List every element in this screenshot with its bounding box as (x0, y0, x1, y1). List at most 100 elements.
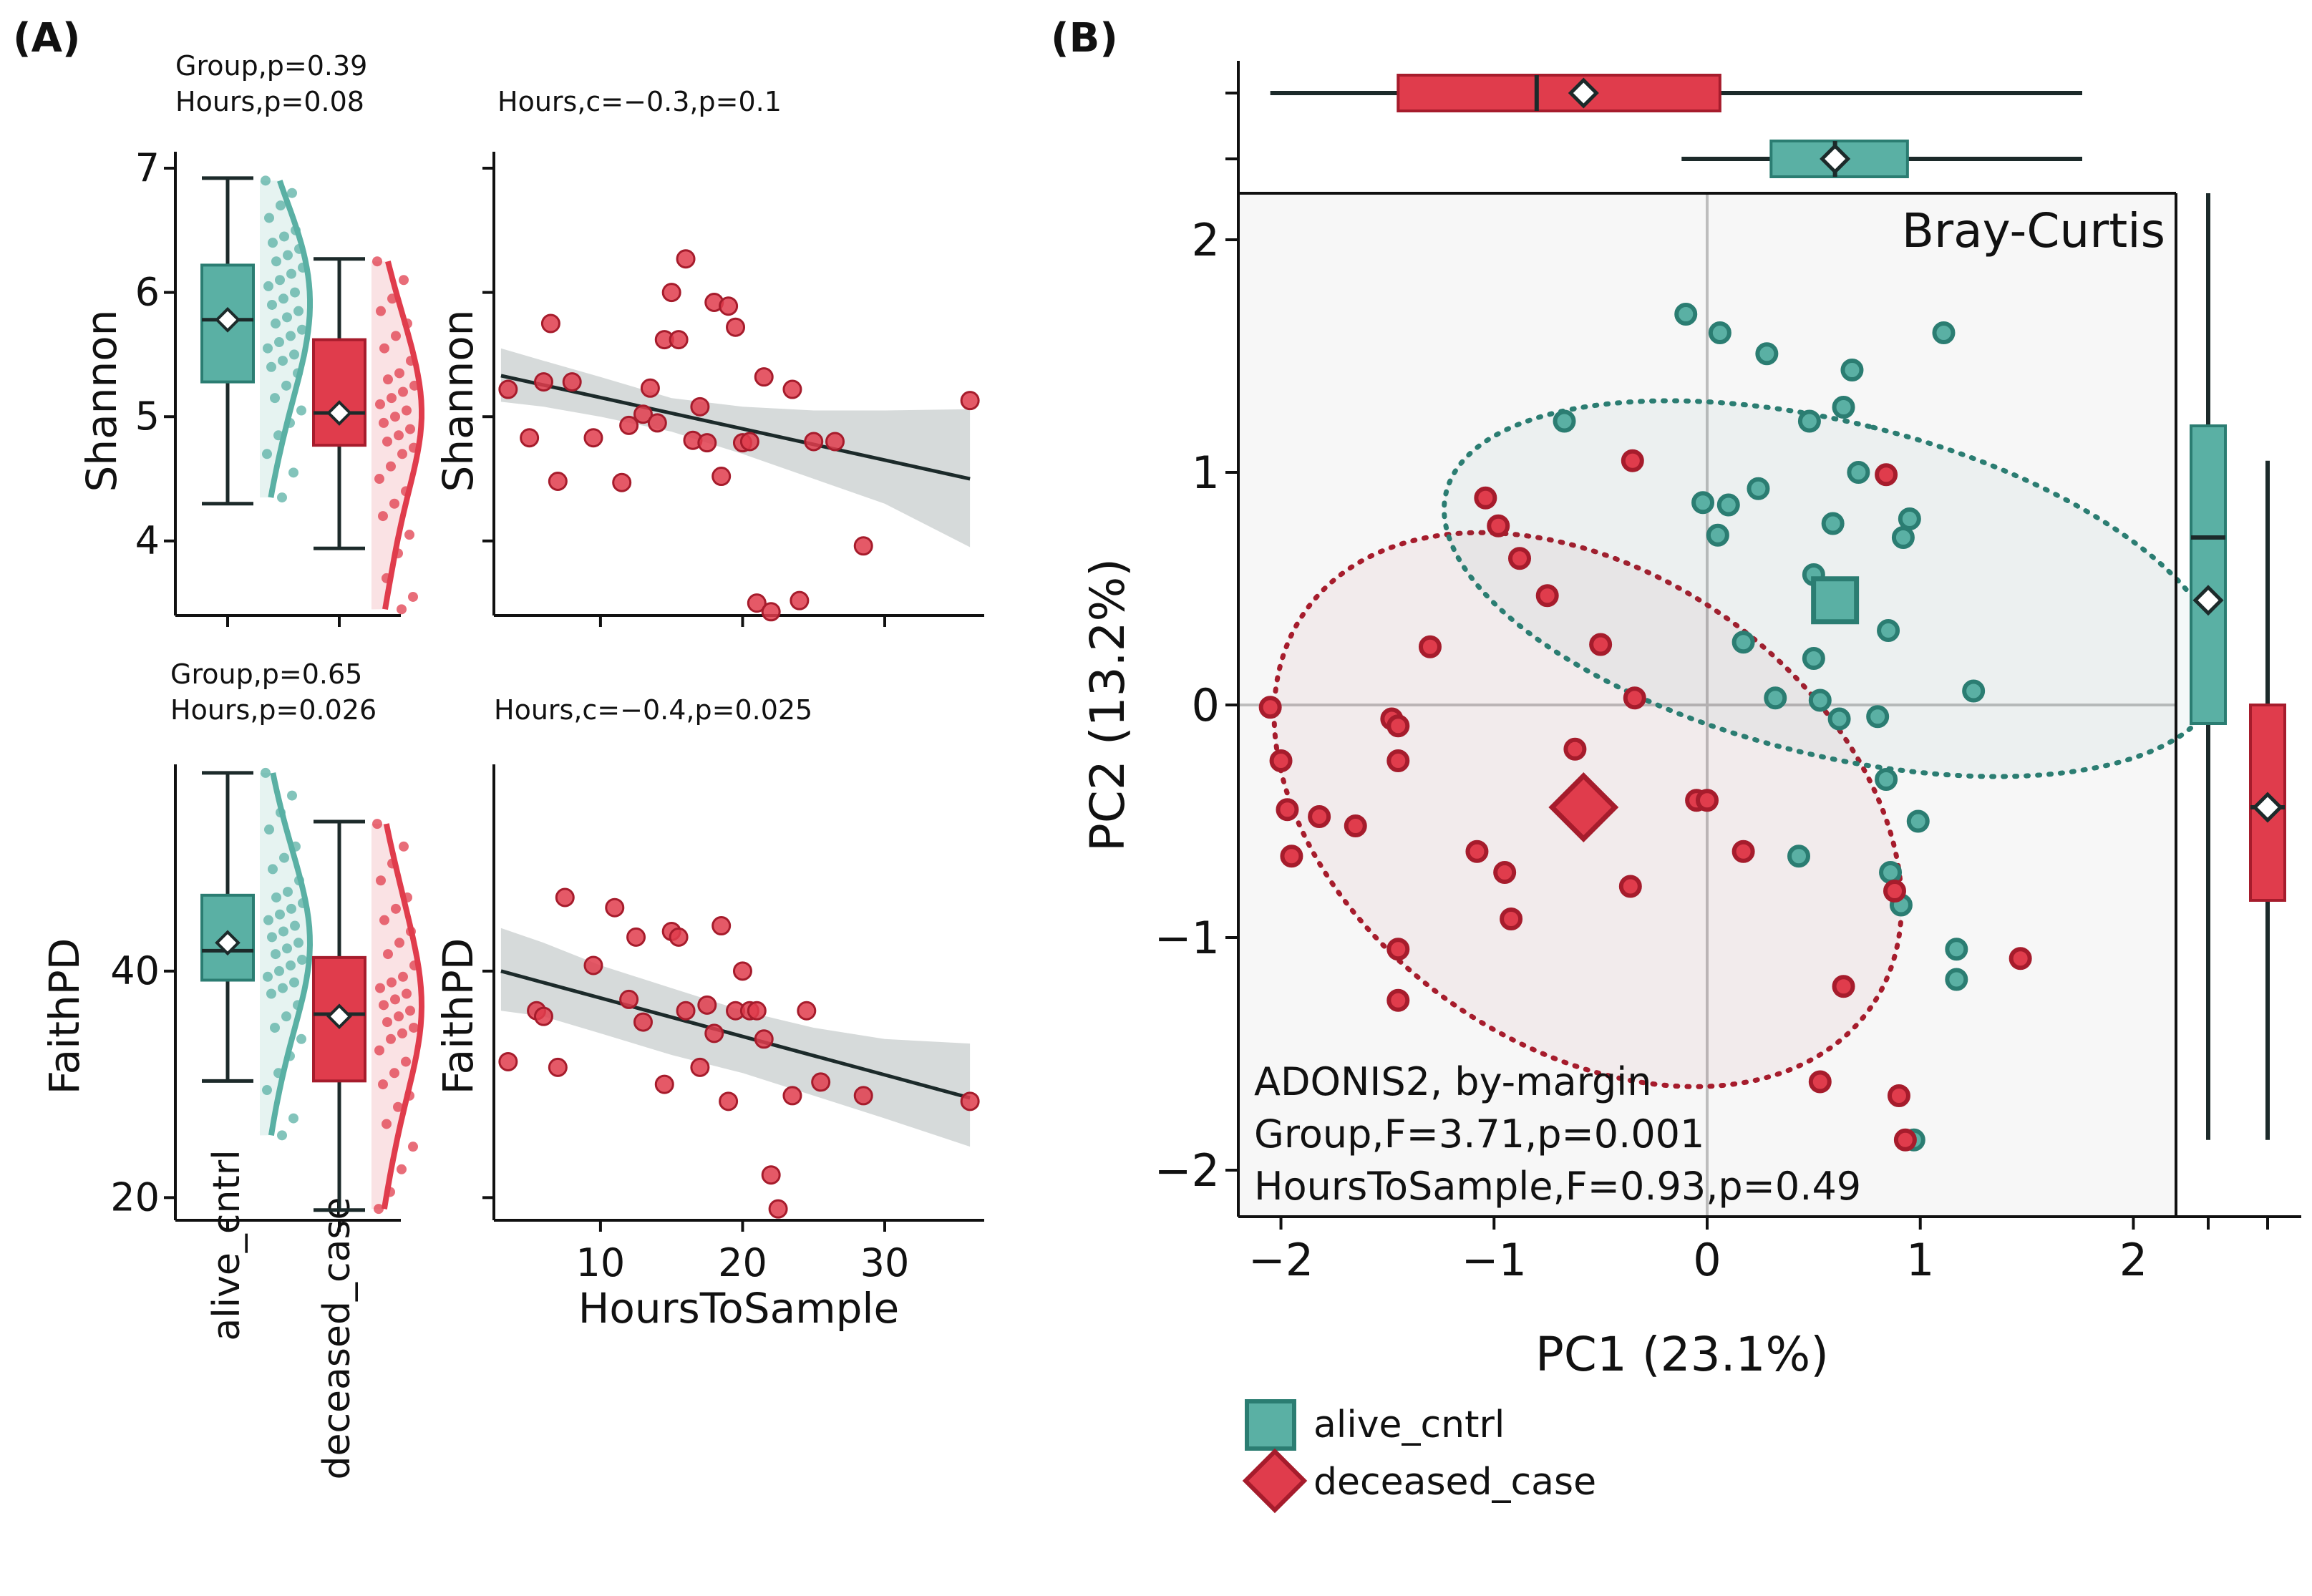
adonis-group: Group,F=3.71,p=0.001 (1254, 1111, 1704, 1157)
faith-deceased-point (374, 1204, 384, 1215)
deceased-point (1618, 875, 1642, 898)
deceased-point (1280, 845, 1303, 868)
faith-alive-point (283, 887, 293, 897)
faith-deceased-point (382, 1017, 392, 1028)
shannon-deceased-point (404, 530, 414, 540)
faith-scatter-point (533, 1006, 553, 1026)
alive-point (1866, 705, 1890, 729)
category-label-alive: alive_cntrl (205, 1149, 248, 1340)
shannon-alive-point (278, 356, 288, 366)
shannon-deceased-point (382, 436, 392, 447)
shannon-alive-point (271, 318, 281, 329)
faith-alive-point (267, 932, 277, 943)
faith-deceased-point (408, 1142, 418, 1152)
alive-point (1787, 845, 1811, 868)
faith-deceased-point (383, 949, 393, 960)
shannon-scatter-point (754, 367, 774, 387)
shannon-deceased-point (391, 331, 401, 341)
faith-scatter-point (797, 1001, 817, 1021)
faith-alive-point (262, 1085, 272, 1096)
deceased-point (1832, 975, 1855, 998)
shannon-scatter-point (533, 372, 553, 392)
alive-point (1906, 809, 1930, 833)
shannon-deceased-point (379, 343, 389, 354)
faith-alive-point (286, 903, 296, 914)
shannon-alive-point (283, 250, 293, 261)
faith-deceased-point (387, 977, 397, 988)
deceased-point (1500, 908, 1523, 930)
faith-alive-point (298, 897, 308, 908)
shannon-deceased-point (382, 573, 392, 583)
faith-alive-point (286, 960, 296, 970)
faith-alive-point (268, 864, 278, 875)
shannon-scatter-point (719, 296, 739, 316)
faith-alive-point (285, 1051, 295, 1061)
faith-alive-point (277, 1130, 287, 1141)
deceased-point (1386, 938, 1410, 961)
faith-alive-point (291, 841, 301, 852)
alive-point (1879, 861, 1903, 884)
faith-scatter-point (747, 1001, 767, 1021)
alive-point (1875, 768, 1898, 791)
deceased-point (1276, 798, 1299, 822)
shannon-scatter-point (761, 602, 781, 622)
faith-scatter-point (697, 995, 717, 1015)
shannon-alive-point (279, 231, 289, 242)
alive-point (1827, 707, 1851, 731)
top-deceased-box (1397, 74, 1721, 112)
faith-confidence-band (500, 928, 971, 1147)
deceased-point (1386, 714, 1410, 738)
faith-deceased-point (397, 1164, 407, 1174)
top-alive-mean (1820, 143, 1851, 175)
deceased-point (1487, 514, 1510, 537)
faith-alive-point (263, 915, 273, 925)
faith-alive-point (278, 983, 288, 993)
alive-point (1708, 321, 1731, 344)
deceased-point (1731, 840, 1755, 863)
faith-scatter-point (583, 955, 603, 975)
shannon-group-stat: Group,p=0.39 (175, 50, 367, 82)
deceased-point (1508, 547, 1531, 570)
faith-ytick-label: 20 (110, 1174, 160, 1220)
alive-point (1962, 679, 1986, 703)
alive-point (1553, 409, 1576, 433)
pcoa-xtick-label: 0 (1693, 1234, 1721, 1286)
faith-deceased-mean (326, 1003, 352, 1029)
faith-alive-point (294, 875, 304, 886)
faith-deceased-point (390, 994, 400, 1005)
shannon-deceased-point (405, 424, 415, 434)
faith-ylabel: FaithPD (40, 938, 89, 1095)
alive-point (1840, 359, 1864, 381)
deceased-point (1623, 686, 1646, 710)
legend-alive-marker (1245, 1399, 1296, 1451)
alive-point (1932, 321, 1956, 344)
shannon-ytick-label: 4 (135, 518, 160, 563)
faith-scatter-point (754, 1029, 774, 1049)
shannon-alive-point (294, 243, 304, 254)
shannon-deceased-point (397, 604, 407, 615)
shannon-deceased-mean (326, 400, 352, 426)
pcoa-ytick-label: 0 (1192, 679, 1220, 731)
faith-alive-point (261, 767, 271, 778)
shannon-alive-point (297, 324, 307, 335)
faith-scatter-point (719, 1091, 739, 1111)
faith-scatter-xtick-label: 30 (860, 1240, 910, 1285)
faith-alive-mean (215, 930, 241, 956)
faith-deceased-point (379, 915, 389, 925)
faith-alive-point (279, 852, 289, 863)
right-alive-box (2190, 424, 2227, 725)
shannon-scatter-point (647, 413, 667, 433)
shannon-deceased-point (406, 356, 416, 366)
alive-point (1731, 631, 1755, 654)
faith-deceased-point (398, 971, 408, 982)
faith-scatter-point (960, 1091, 980, 1111)
shannon-scatter-point (583, 428, 603, 448)
shannon-scatter-ylabel: Shannon (434, 310, 482, 492)
shannon-ytick-label: 5 (135, 394, 160, 439)
faith-hours-stat: Hours,p=0.026 (170, 694, 377, 726)
shannon-deceased-point (387, 393, 397, 404)
faith-alive-point (278, 926, 288, 937)
faith-group-stat: Group,p=0.65 (170, 658, 362, 690)
shannon-scatter-point (804, 432, 824, 452)
shannon-scatter-point (726, 317, 746, 337)
